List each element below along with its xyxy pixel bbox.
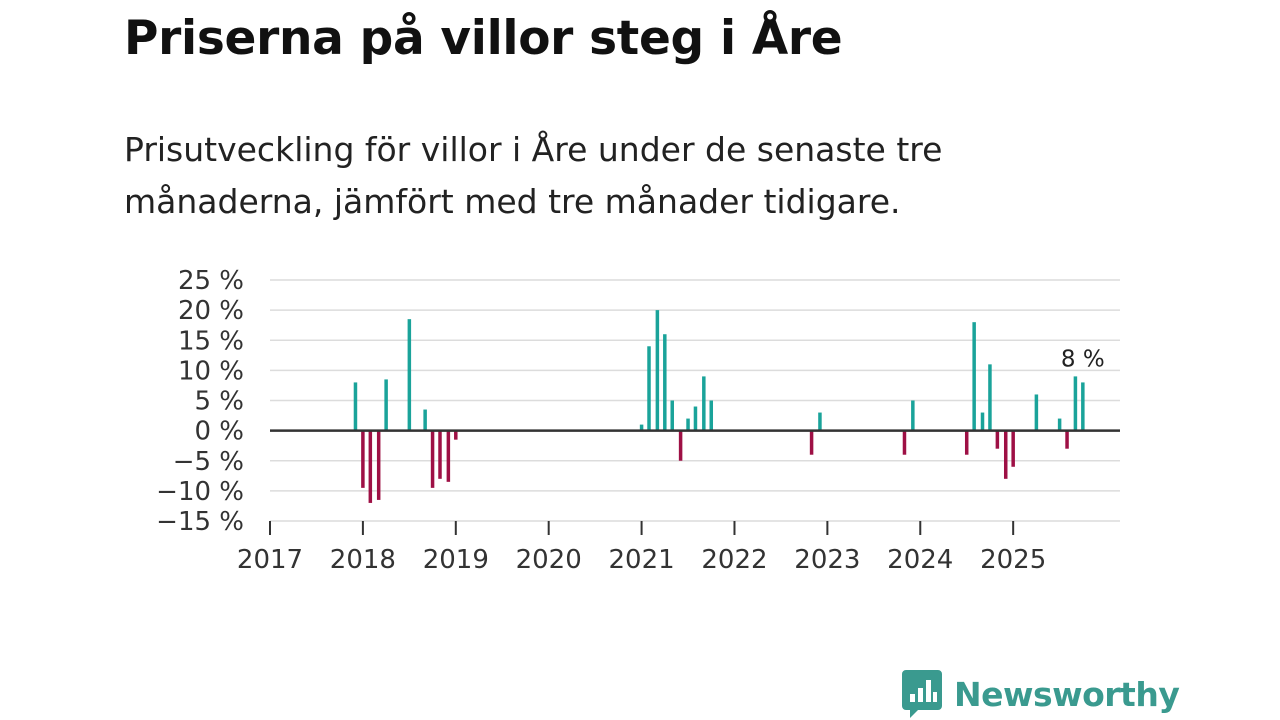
bar [639,424,644,431]
y-tick-label: −5 % [173,447,244,477]
bar [972,322,976,431]
last-value-label: 8 % [1061,346,1105,372]
bar [1011,430,1015,467]
y-tick-label: 0 % [194,417,244,447]
bar [995,430,1000,449]
brand-name: Newsworthy [954,674,1180,714]
x-tick-label: 2021 [608,545,674,575]
y-tick-label: 15 % [178,326,244,356]
x-tick-label: 2019 [423,545,489,575]
bar [1057,418,1062,431]
bar [693,406,698,431]
x-tick-label: 2017 [237,545,303,575]
bar [1073,376,1078,431]
y-tick-label: 5 % [194,387,244,417]
bar [902,430,907,455]
bar [670,400,674,431]
bar [1081,382,1085,431]
x-tick-label: 2018 [330,545,396,575]
chart-subtitle: Prisutveckling för villor i Åre under de… [124,130,943,221]
bar [818,412,822,431]
bar [663,334,667,431]
y-tick-label: 25 % [178,266,244,296]
annotations: 8 % [1061,346,1105,372]
bars [353,310,1085,503]
bar [430,430,435,488]
bar [1065,430,1069,449]
bar [1034,394,1039,431]
bar [368,430,373,503]
y-tick-label: 10 % [178,356,244,386]
y-tick-label: −15 % [156,507,244,537]
bar [655,310,660,431]
x-tick-label: 2022 [701,545,767,575]
bar [647,346,651,431]
x-tick-label: 2020 [516,545,582,575]
bar [809,430,814,455]
bar [361,430,365,488]
bar [423,409,427,431]
bar [988,364,992,431]
bar [911,400,915,431]
chart-title: Priserna på villor steg i Åre [124,11,843,66]
newsworthy-logo-icon [902,670,942,718]
x-tick-label: 2023 [794,545,860,575]
bar [438,430,442,479]
bar-chart: 25 %20 %15 %10 %5 %0 %−5 %−10 %−15 % 201… [156,266,1120,575]
bar [678,430,683,461]
y-tick-label: 20 % [178,296,244,326]
gridlines [270,279,1120,522]
x-tick-label: 2025 [980,545,1046,575]
bar [446,430,451,482]
bar [702,376,706,431]
bar [407,319,412,431]
bar [376,430,381,500]
bar [353,382,358,431]
bar [686,418,690,431]
bar [709,400,714,431]
brand-logo: Newsworthy [902,670,1180,718]
y-tick-label: −10 % [156,477,244,507]
bar [454,430,458,440]
bar [384,379,388,431]
x-axis: 2017 2018 2019 2020 2021 2022 2023 2024 2025 [237,429,1120,575]
x-tick-label: 2024 [887,545,953,575]
bar [1003,430,1008,479]
bar [964,430,969,455]
y-axis-labels: 25 %20 %15 %10 %5 %0 %−5 %−10 %−15 % [156,266,244,537]
bar [980,412,985,431]
